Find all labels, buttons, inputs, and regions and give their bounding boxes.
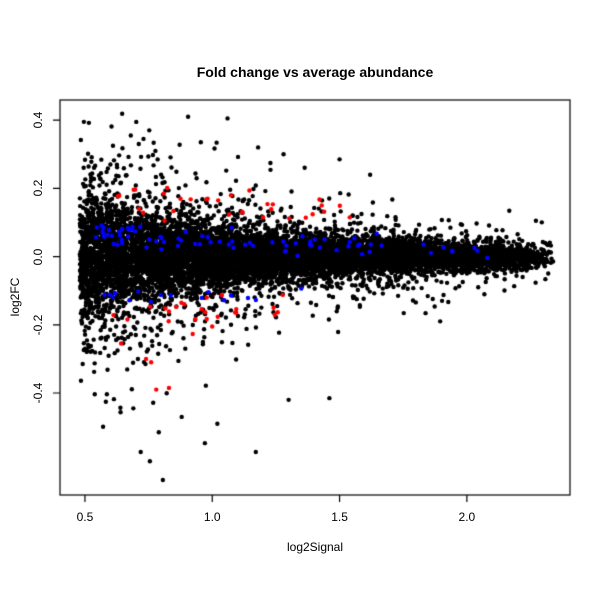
y-tick-label: 0.2: [31, 180, 45, 197]
x-tick-label: 1.0: [203, 510, 221, 524]
y-tick-label: -0.4: [31, 382, 45, 404]
y-tick-label: 0.0: [31, 248, 45, 265]
y-tick-label: 0.4: [31, 111, 45, 129]
y-tick-label: -0.2: [31, 314, 45, 336]
x-tick-label: 2.0: [458, 510, 476, 524]
chart-title: Fold change vs average abundance: [196, 64, 434, 80]
x-tick-label: 0.5: [76, 510, 94, 524]
y-axis-label: log2FC: [8, 277, 22, 317]
x-axis-label: log2Signal: [286, 540, 344, 554]
x-tick-label: 1.5: [331, 510, 348, 524]
